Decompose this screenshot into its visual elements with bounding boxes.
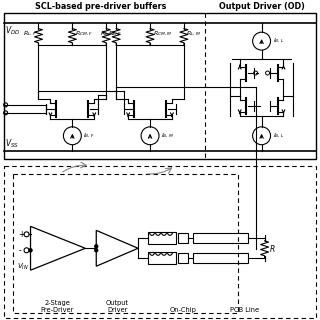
Text: SCL-based pre-driver buffers: SCL-based pre-driver buffers	[35, 2, 166, 11]
Bar	[148, 252, 176, 264]
Text: 2-Stage
Pre-Driver: 2-Stage Pre-Driver	[41, 300, 74, 313]
Bar	[178, 233, 188, 243]
Text: $R_{L,F}$: $R_{L,F}$	[23, 30, 36, 38]
Circle shape	[95, 249, 98, 252]
Text: $I_{B,F}$: $I_{B,F}$	[83, 132, 95, 140]
Bar	[148, 232, 176, 244]
Text: $R_{L,M}$: $R_{L,M}$	[100, 30, 114, 38]
Text: $I_{B,L}$: $I_{B,L}$	[273, 132, 284, 140]
Text: +: +	[19, 230, 25, 239]
Text: $R_{CM,M}$: $R_{CM,M}$	[153, 30, 172, 38]
Bar	[178, 253, 188, 263]
Text: -: -	[19, 246, 21, 255]
Text: $I_{B,L}$: $I_{B,L}$	[273, 37, 284, 45]
Bar	[12, 173, 238, 313]
Text: $R_{L,F}$: $R_{L,F}$	[108, 30, 122, 38]
Bar	[4, 13, 316, 159]
Text: $I_{B,M}$: $I_{B,M}$	[161, 132, 174, 140]
Text: $V_{SS}$: $V_{SS}$	[4, 137, 19, 150]
Bar	[193, 253, 248, 263]
Bar	[193, 233, 248, 243]
Text: PCB Line: PCB Line	[230, 307, 259, 313]
Text: $V_{DD}$: $V_{DD}$	[4, 24, 20, 37]
Circle shape	[95, 245, 98, 248]
Text: $V_{IN}$: $V_{IN}$	[17, 262, 28, 272]
Text: Output
Driver: Output Driver	[106, 300, 129, 313]
Text: $R_{L,M}$: $R_{L,M}$	[186, 30, 201, 38]
Circle shape	[29, 249, 32, 252]
Text: Output Driver (OD): Output Driver (OD)	[219, 2, 305, 11]
Text: $R$: $R$	[268, 243, 275, 254]
Text: On-Chip: On-Chip	[170, 307, 196, 313]
Text: $R_{CM,F}$: $R_{CM,F}$	[75, 30, 93, 38]
Bar	[4, 166, 316, 318]
